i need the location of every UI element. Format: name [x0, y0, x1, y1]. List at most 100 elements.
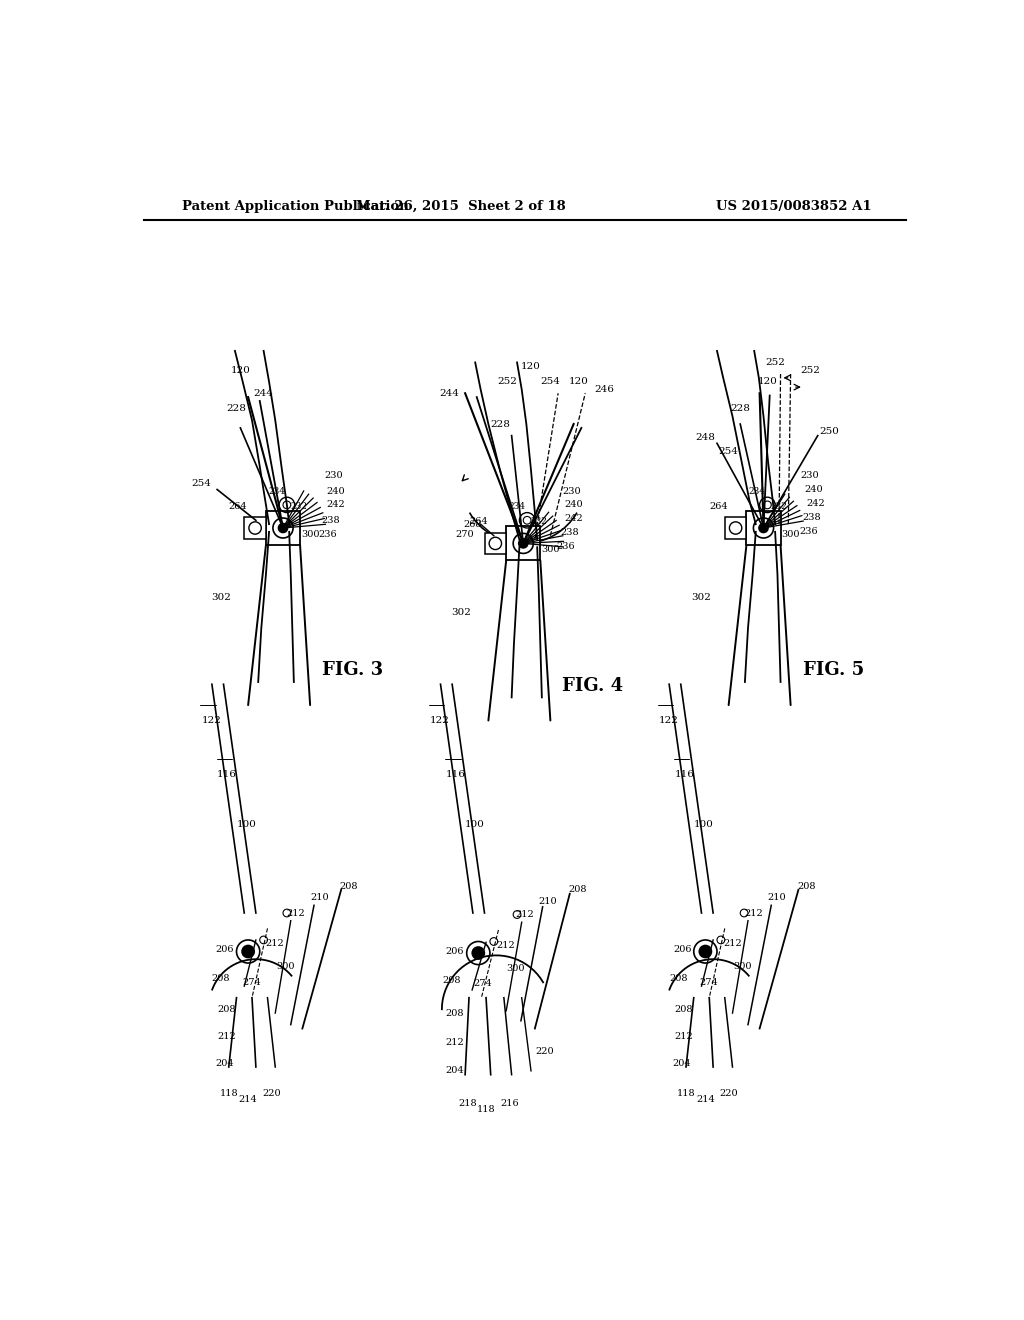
- Text: 236: 236: [318, 529, 337, 539]
- Text: 120: 120: [569, 378, 589, 387]
- Text: 274: 274: [243, 978, 261, 987]
- Text: 220: 220: [262, 1089, 281, 1098]
- Text: 228: 228: [730, 404, 751, 413]
- Text: 118: 118: [677, 1089, 695, 1098]
- Text: 238: 238: [802, 512, 821, 521]
- Text: 252: 252: [765, 358, 785, 367]
- Text: 264: 264: [710, 502, 728, 511]
- Bar: [484, 533, 506, 554]
- Text: Mar. 26, 2015  Sheet 2 of 18: Mar. 26, 2015 Sheet 2 of 18: [356, 199, 566, 213]
- Text: 122: 122: [430, 715, 451, 725]
- Text: 300: 300: [733, 962, 752, 972]
- Text: US 2015/0083852 A1: US 2015/0083852 A1: [717, 199, 872, 213]
- Text: 100: 100: [237, 820, 256, 829]
- Text: 274: 274: [699, 978, 719, 987]
- Circle shape: [518, 539, 528, 548]
- Text: 228: 228: [490, 420, 510, 429]
- Text: 204: 204: [445, 1067, 464, 1076]
- Text: 254: 254: [191, 479, 212, 488]
- Text: FIG. 5: FIG. 5: [803, 661, 864, 680]
- Text: 208: 208: [797, 882, 815, 891]
- Text: 254: 254: [719, 446, 738, 455]
- Text: 300: 300: [781, 529, 800, 539]
- Text: 220: 220: [719, 1089, 738, 1098]
- Text: 252: 252: [498, 378, 518, 387]
- Text: 120: 120: [230, 366, 250, 375]
- Text: Patent Application Publication: Patent Application Publication: [182, 199, 409, 213]
- Text: 100: 100: [693, 820, 714, 829]
- Text: 240: 240: [327, 487, 345, 495]
- Text: 204: 204: [216, 1059, 234, 1068]
- Text: 120: 120: [521, 362, 541, 371]
- Text: 216: 216: [500, 1100, 518, 1109]
- Text: 230: 230: [562, 487, 581, 495]
- Text: 208: 208: [675, 1005, 693, 1014]
- Text: 206: 206: [673, 945, 691, 954]
- Text: 236: 236: [799, 527, 818, 536]
- Text: 212: 212: [287, 908, 305, 917]
- Text: 300: 300: [541, 545, 560, 554]
- Text: 234: 234: [268, 487, 286, 495]
- Text: FIG. 4: FIG. 4: [562, 677, 624, 694]
- Text: 116: 116: [217, 770, 237, 779]
- Text: 230: 230: [801, 471, 819, 480]
- Text: 116: 116: [445, 770, 466, 779]
- Text: 228: 228: [226, 404, 247, 413]
- Text: 300: 300: [301, 529, 319, 539]
- Text: 208: 208: [669, 974, 687, 983]
- Text: 274: 274: [473, 979, 493, 989]
- Bar: [725, 517, 746, 539]
- Bar: [746, 511, 780, 545]
- Circle shape: [759, 523, 768, 532]
- Text: 212: 212: [674, 1032, 693, 1040]
- Text: 214: 214: [239, 1094, 257, 1104]
- Text: 244: 244: [254, 389, 273, 397]
- Text: 208: 208: [568, 886, 587, 895]
- Text: 240: 240: [564, 500, 583, 510]
- Text: FIG. 3: FIG. 3: [323, 661, 383, 680]
- Text: 244: 244: [439, 389, 460, 397]
- Text: 120: 120: [758, 378, 777, 387]
- Text: 212: 212: [744, 908, 763, 917]
- Text: 118: 118: [477, 1105, 496, 1114]
- Text: 218: 218: [458, 1100, 477, 1109]
- Bar: [266, 511, 300, 545]
- Text: 212: 212: [266, 940, 285, 948]
- Text: 302: 302: [211, 593, 231, 602]
- Text: 302: 302: [452, 609, 471, 618]
- Text: 122: 122: [658, 715, 679, 725]
- Text: 210: 210: [539, 898, 557, 906]
- Text: 264: 264: [469, 517, 487, 527]
- Circle shape: [279, 523, 288, 532]
- Text: 118: 118: [219, 1089, 238, 1098]
- Text: 242: 242: [564, 515, 583, 523]
- Text: 238: 238: [322, 516, 340, 525]
- Text: 208: 208: [217, 1005, 236, 1014]
- Text: 236: 236: [557, 543, 575, 550]
- Text: 230: 230: [324, 471, 343, 480]
- Text: 212: 212: [217, 1032, 236, 1040]
- Text: 232: 232: [530, 517, 547, 527]
- Bar: [245, 517, 266, 539]
- Text: 208: 208: [212, 974, 230, 983]
- Circle shape: [699, 945, 712, 958]
- Text: 100: 100: [465, 820, 485, 829]
- Text: 238: 238: [560, 528, 579, 537]
- Text: 248: 248: [695, 433, 716, 442]
- Text: 214: 214: [696, 1094, 715, 1104]
- Text: 210: 210: [767, 894, 786, 902]
- Text: 246: 246: [595, 385, 614, 393]
- Text: 234: 234: [509, 502, 525, 511]
- Text: 234: 234: [749, 487, 766, 495]
- Text: 208: 208: [445, 1008, 464, 1018]
- Text: 250: 250: [819, 428, 840, 436]
- Text: 268: 268: [464, 520, 482, 528]
- Text: 208: 208: [340, 882, 358, 891]
- Text: 240: 240: [805, 484, 823, 494]
- Circle shape: [472, 946, 484, 960]
- Text: 220: 220: [536, 1047, 554, 1056]
- Circle shape: [242, 945, 254, 958]
- Bar: [506, 527, 541, 560]
- Text: 208: 208: [442, 977, 461, 985]
- Text: 242: 242: [327, 500, 345, 510]
